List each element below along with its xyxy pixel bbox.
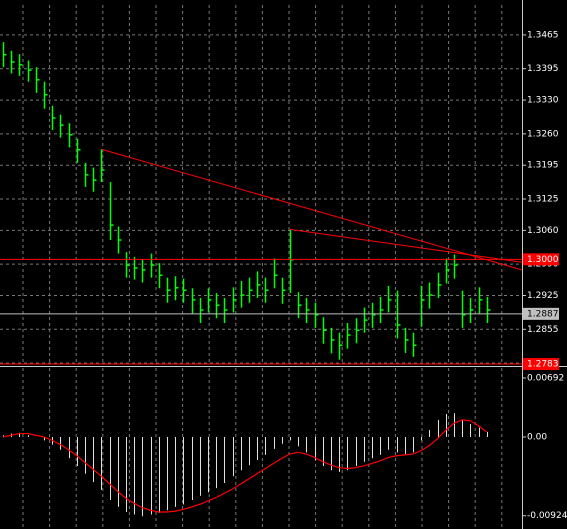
y-tick-label: -0.00924 <box>527 511 567 521</box>
level-label-box <box>523 253 559 266</box>
trend-line <box>289 228 523 263</box>
level-label: 1.2783 <box>527 360 559 370</box>
y-tick-label: 1.3465 <box>527 30 559 40</box>
level-label-box <box>523 358 559 371</box>
y-tick-label: 1.3060 <box>527 226 559 236</box>
y-tick-label: 1.3125 <box>527 194 559 204</box>
y-tick-label: 1.2925 <box>527 291 559 301</box>
y-tick-label: 1.3395 <box>527 64 559 74</box>
y-tick-label: 1.3330 <box>527 96 559 106</box>
trend-line <box>101 148 523 271</box>
y-tick-label: 1.3195 <box>527 161 559 171</box>
y-tick-label: 0.00692 <box>527 373 564 383</box>
y-tick-label: 1.2855 <box>527 325 559 335</box>
y-tick-label: 0.00 <box>527 432 547 442</box>
level-label-box <box>523 307 559 320</box>
level-label: 1.2887 <box>527 309 559 319</box>
level-label: 1.3000 <box>527 255 559 265</box>
signal-line <box>2 419 488 513</box>
y-tick-label: 1.3260 <box>527 129 559 139</box>
